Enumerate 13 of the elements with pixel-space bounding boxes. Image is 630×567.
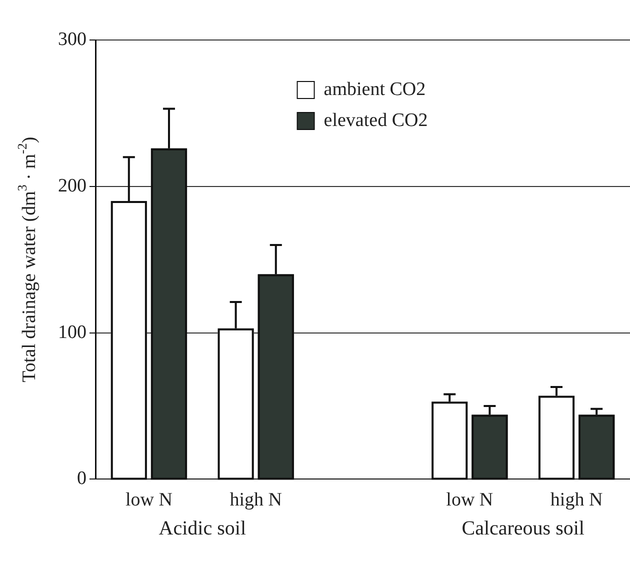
x-tick-label: high N — [550, 490, 603, 511]
x-tick-label: high N — [230, 490, 282, 511]
y-tick-label: 100 — [58, 322, 86, 343]
text: Acidic soil — [158, 517, 246, 540]
y-tick-label: 200 — [58, 175, 86, 196]
x-tick-label: low N — [125, 490, 173, 511]
y-tick-label: 0 — [77, 468, 86, 490]
x-tick-label: low N — [446, 490, 494, 511]
y-tick-label: 300 — [58, 28, 86, 50]
legend-label: elevated CO2 — [324, 110, 428, 131]
legend-label: ambient CO2 — [324, 78, 426, 100]
text: Calcareous soil — [462, 517, 585, 540]
y-axis-title: Total drainage water (dm3 · m-2) — [14, 136, 40, 382]
